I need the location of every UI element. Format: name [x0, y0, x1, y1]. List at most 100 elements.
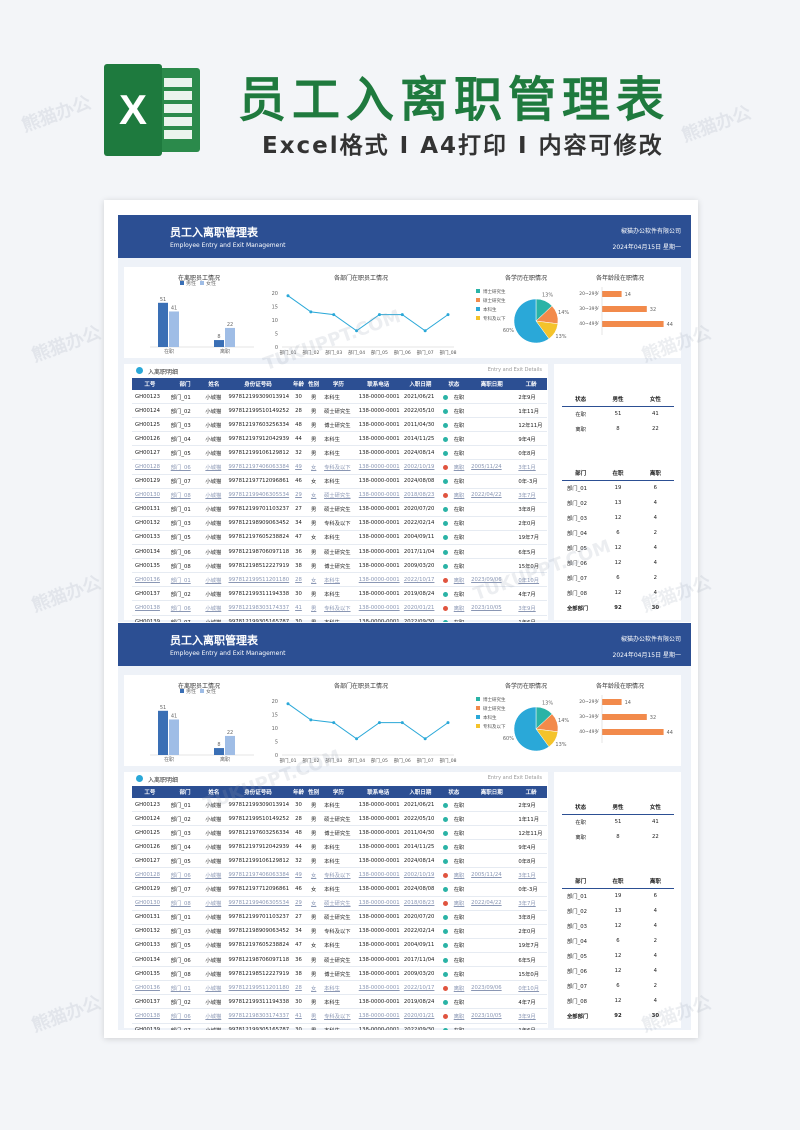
detail-title: 入离职明细 — [148, 777, 179, 784]
status-text: 在职 — [453, 535, 465, 542]
cell-age: 47 — [290, 530, 307, 546]
cell-leave — [468, 882, 516, 897]
status-text: 在职 — [453, 521, 465, 528]
legend-label-female: 女性 — [206, 688, 216, 695]
y-tick-label: 40~49岁 — [579, 320, 599, 327]
table-row: GH00134 部门_06 小城猫 997812198706097118 36 男硕士研究… — [132, 544, 547, 560]
status-on-icon — [442, 521, 448, 527]
x-tick-label: 部门_05 — [371, 757, 388, 764]
cell-tel: 138-0000-0001 — [355, 615, 401, 622]
cell-dept: 部门_05 — [167, 530, 203, 546]
summary-cell: 30 — [651, 604, 660, 611]
cell-edu: 本科生 — [321, 586, 356, 602]
cell-tenure: 2年0月 — [515, 516, 547, 531]
summary-row: 部门_03 12 4 — [562, 511, 674, 526]
cell-tenure: 19年7月 — [515, 530, 547, 546]
cell-leave — [468, 390, 516, 405]
cell-name: 小城猫 — [202, 530, 226, 546]
table-row: GH00128 部门_06 小城猫 997812197406063384 49 女专科及以… — [132, 459, 547, 475]
sheet-header: 员工入离职管理表 Employee Entry and Exit Managem… — [118, 215, 691, 258]
summary-header: 在职 — [599, 466, 637, 481]
column-header: 学历 — [321, 378, 356, 390]
summary-cell: 2 — [653, 530, 658, 537]
status-on-icon — [442, 549, 448, 555]
cell-dept: 部门_01 — [167, 572, 203, 588]
edu-chart-title: 各学历在职情况 — [505, 683, 548, 690]
summary-cell: 22 — [651, 834, 659, 841]
cell-id: GH00136 — [132, 980, 168, 996]
cell-idno: 997812197605238824 — [225, 530, 291, 546]
summary-cell: 19 — [614, 485, 622, 492]
y-tick-label: 20~29岁 — [579, 290, 599, 297]
bar-data-label: 41 — [171, 305, 177, 311]
table-row: GH00129 部门_07 小城猫 997812197712096861 46 女本科生 1… — [132, 882, 547, 897]
status-text: 离职 — [453, 985, 465, 992]
y-tick-label: 10 — [272, 726, 278, 732]
legend-swatch — [476, 724, 480, 728]
summary-cell: 8 — [616, 834, 620, 841]
cell-sex: 女 — [306, 980, 322, 996]
cell-idno: 997812198706097118 — [225, 952, 291, 968]
cell-age: 48 — [290, 825, 307, 841]
cell-leave — [468, 825, 516, 841]
pie-data-label: 14% — [558, 310, 569, 316]
status-off-icon — [442, 1013, 448, 1019]
cell-tenure: 2年9月 — [515, 390, 547, 405]
column-header: 性别 — [306, 786, 322, 798]
hbar — [602, 714, 647, 720]
x-tick-label: 部门_04 — [348, 757, 365, 764]
legend-swatch-male — [180, 689, 184, 693]
cell-edu: 硕士研究生 — [321, 403, 356, 419]
cell-sex: 男 — [306, 966, 322, 982]
hbar — [602, 291, 622, 297]
cell-edu: 博士研究生 — [321, 558, 356, 574]
status-text: 在职 — [453, 591, 465, 598]
table-row: GH00129 部门_07 小城猫 997812197712096861 46 女本科生 1… — [132, 474, 547, 489]
status-on-icon — [442, 450, 448, 456]
summary-cell: 部门_01 — [567, 486, 587, 493]
cell-join: 2014/11/25 — [400, 839, 440, 855]
cell-edu: 博士研究生 — [321, 825, 356, 841]
cell-age: 36 — [290, 544, 307, 560]
summary-cell: 4 — [653, 953, 658, 959]
cell-idno: 997812199311194338 — [225, 586, 291, 602]
cell-join: 2022/05/10 — [400, 811, 440, 827]
cell-tenure: 3年9月 — [515, 600, 547, 616]
cell-age: 44 — [290, 839, 307, 855]
series-line — [287, 703, 449, 740]
pie-data-label: 13% — [555, 334, 566, 340]
cell-tenure: 1年11月 — [515, 811, 547, 827]
summary-row: 部门_07 6 2 — [562, 978, 674, 993]
cell-sex: 女 — [306, 938, 322, 954]
legend-label-female: 女性 — [206, 280, 216, 287]
cell-leave — [468, 431, 516, 447]
cell-status: 在职 — [439, 558, 469, 574]
cell-edu: 本科生 — [321, 530, 356, 546]
pie-data-label: 60% — [503, 736, 514, 742]
bar — [158, 710, 168, 755]
cell-age: 38 — [290, 558, 307, 574]
y-tick-label: 15 — [272, 713, 278, 719]
cell-tel: 138-0000-0001 — [355, 390, 401, 405]
status-on-icon — [442, 957, 448, 963]
detail-title-en: Entry and Exit Details — [487, 775, 542, 781]
cell-status: 离职 — [439, 896, 469, 911]
summary-row: 部门_08 12 4 — [562, 993, 674, 1008]
y-tick-label: 5 — [275, 740, 278, 746]
cell-edu: 本科生 — [321, 839, 356, 855]
cell-sex: 男 — [306, 417, 322, 433]
status-text: 在职 — [453, 816, 465, 823]
table-row: GH00136 部门_01 小城猫 997812199511201180 28 女本科生 1… — [132, 572, 547, 588]
cell-age: 49 — [290, 459, 307, 475]
cell-leave — [468, 811, 516, 827]
cell-tel: 138-0000-0001 — [355, 966, 401, 982]
cell-join: 2002/10/19 — [400, 459, 440, 475]
status-text: 在职 — [454, 620, 465, 622]
legend-label: 硕士研究生 — [483, 297, 506, 304]
cell-idno: 997812198512227919 — [225, 558, 291, 574]
cell-dept: 部门_06 — [167, 952, 203, 968]
summary-cell: 30 — [651, 1012, 660, 1019]
cell-sex: 男 — [306, 994, 322, 1010]
summary-cell: 2 — [653, 982, 658, 989]
cell-leave: 2023/10/05 — [468, 600, 516, 616]
